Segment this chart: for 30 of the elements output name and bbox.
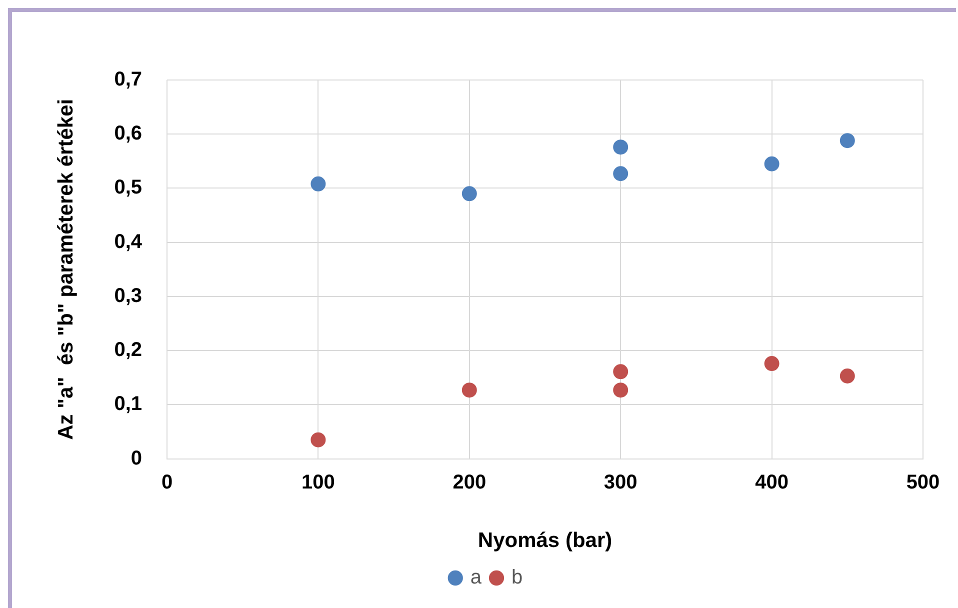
x-tick-label: 400 <box>755 471 788 494</box>
y-axis-title: Az "a" és "b" paraméterek értékei <box>54 98 78 440</box>
x-tick-label: 100 <box>302 471 335 494</box>
y-tick-label: 0 <box>130 447 142 470</box>
y-tick-label: 0,2 <box>114 339 142 362</box>
point <box>462 382 477 398</box>
point <box>840 133 855 148</box>
point <box>840 368 855 384</box>
point <box>613 382 628 398</box>
y-tick-label: 0,6 <box>114 122 142 145</box>
y-tick-label: 0,7 <box>114 68 142 91</box>
x-axis-title: Nyomás (bar) <box>478 529 612 552</box>
x-tick-label: 0 <box>161 471 173 494</box>
x-tick-label: 300 <box>604 471 638 494</box>
legend-label: b <box>512 566 523 589</box>
y-tick-label: 0,5 <box>114 176 142 199</box>
legend-label: a <box>470 566 482 589</box>
y-tick-label: 0,4 <box>114 230 143 253</box>
x-tick-label: 200 <box>452 471 486 494</box>
point <box>310 176 326 192</box>
point <box>613 364 628 380</box>
point <box>310 432 326 448</box>
y-tick-label: 0,3 <box>114 284 142 307</box>
x-tick-label: 500 <box>906 471 940 494</box>
point <box>613 140 628 155</box>
point <box>764 156 780 172</box>
point <box>764 356 780 372</box>
point <box>462 186 477 202</box>
point <box>613 166 628 182</box>
y-tick-label: 0,1 <box>114 393 142 416</box>
